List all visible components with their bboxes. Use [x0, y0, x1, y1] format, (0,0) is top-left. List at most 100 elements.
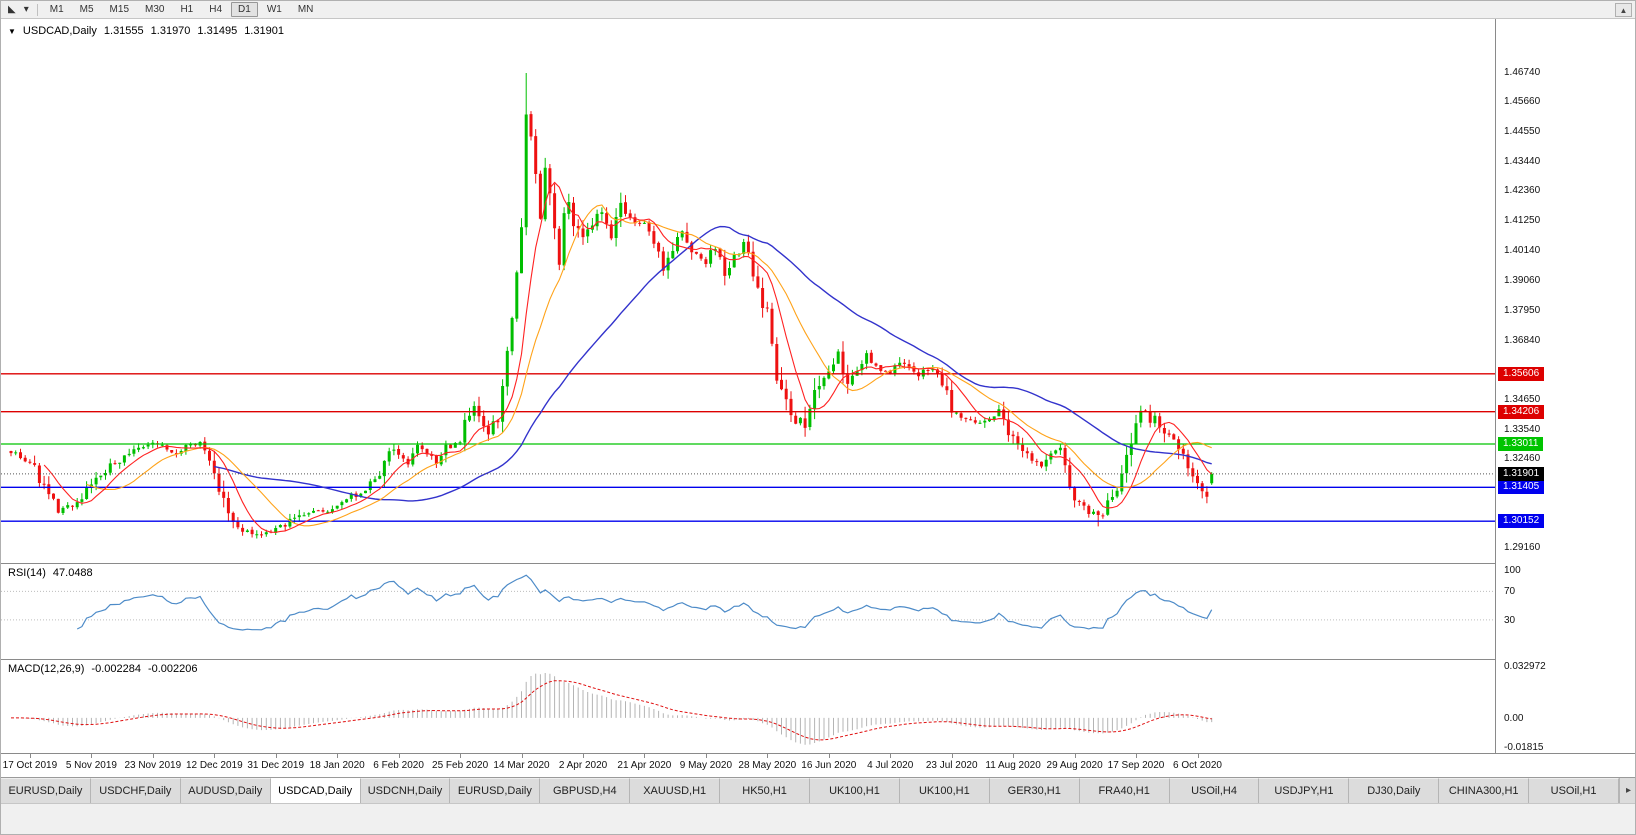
chart-tab[interactable]: USDCNH,Daily	[360, 778, 451, 803]
timeframe-button-h4[interactable]: H4	[209, 4, 223, 15]
chart-tab[interactable]: UK100,H1	[899, 778, 990, 803]
chart-tab[interactable]: XAUUSD,H1	[630, 778, 721, 803]
time-axis-tick	[1136, 754, 1137, 758]
price-axis-label: 1.36840	[1504, 334, 1541, 346]
chart-tab[interactable]: USDJPY,H1	[1259, 778, 1350, 803]
time-axis-tick	[521, 754, 523, 758]
time-axis-label: 2 Apr 2020	[558, 760, 608, 771]
price-axis-label: 1.44550	[1504, 126, 1541, 138]
time-axis-tick	[705, 754, 707, 758]
time-axis-label: 23 Jul 2020	[925, 760, 978, 771]
time-axis-tick	[583, 754, 584, 758]
up-candle-wicks	[15, 73, 1213, 539]
chart-type-icon[interactable]: ◣	[8, 4, 16, 15]
price-axis-label: 1.41250	[1504, 215, 1541, 227]
macd-axis-label: 0.00	[1504, 712, 1524, 724]
ohlc-open-value: 1.31555	[103, 25, 144, 37]
timeframe-button-mn[interactable]: MN	[297, 4, 314, 15]
macd-axis-label: 0.032972	[1504, 661, 1546, 672]
chart-tab[interactable]: GER30,H1	[989, 778, 1080, 803]
macd-histogram	[15, 673, 1213, 745]
time-axis-label: 6 Oct 2020	[1173, 760, 1222, 771]
chart-tab[interactable]: GBPUSD,H4	[540, 778, 631, 803]
price-axis-label: 1.43440	[1504, 156, 1541, 168]
time-axis-label: 11 Aug 2020	[985, 760, 1041, 771]
time-axis-tick	[398, 754, 400, 758]
price-axis-label: 1.34650	[1504, 393, 1541, 405]
time-axis-tick	[644, 754, 646, 758]
chart-tab[interactable]: FRA40,H1	[1079, 778, 1170, 803]
time-axis-tick	[91, 754, 93, 758]
rsi-indicator-name: RSI(14)	[8, 567, 46, 579]
price-candlestick-chart[interactable]	[1, 19, 1495, 563]
time-axis-tick	[1074, 754, 1076, 758]
current-price-badge: 1.31901	[1498, 466, 1545, 481]
price-axis-label: 1.45660	[1504, 96, 1541, 108]
rsi-indicator-chart[interactable]	[1, 563, 1495, 659]
timeframe-button-d1[interactable]: D1	[231, 2, 258, 17]
rsi-indicator-value: 47.0488	[52, 567, 93, 579]
chart-tab[interactable]: UK100,H1	[810, 778, 900, 803]
chart-tab[interactable]: DJ30,Daily	[1349, 778, 1440, 803]
ma-fast-line	[43, 181, 1213, 533]
chart-tab[interactable]: HK50,H1	[720, 778, 811, 803]
up-candle-bodies	[14, 114, 1214, 536]
macd-axis-label: -0.01815	[1504, 742, 1544, 753]
rsi-pane-divider[interactable]	[1, 563, 1635, 564]
macd-main-value: -0.002284	[91, 663, 141, 675]
timeframe-button-m5[interactable]: M5	[79, 4, 94, 15]
rsi-axis-label: 100	[1504, 565, 1521, 577]
time-axis-tick	[29, 754, 31, 758]
down-candle-bodies	[9, 114, 1209, 536]
price-axis-label: 1.42360	[1504, 185, 1541, 197]
time-axis-label: 6 Feb 2020	[373, 760, 424, 771]
macd-pane-label: MACD(12,26,9) -0.002284 -0.002206	[8, 663, 198, 675]
chart-tab-bar: EURUSD,Daily USDCHF,Daily AUDUSD,Daily USDC…	[1, 777, 1635, 803]
price-axis-label: 1.40140	[1504, 245, 1541, 257]
rsi-axis-label: 30	[1504, 614, 1516, 626]
tab-scroll-right-icon[interactable]: ▸	[1619, 778, 1635, 803]
macd-indicator-chart[interactable]	[1, 659, 1495, 753]
chart-tab[interactable]: USOil,H4	[1169, 778, 1260, 803]
chart-tab[interactable]: USDCAD,Daily	[270, 778, 361, 803]
time-axis[interactable]: 17 Oct 2019 5 Nov 2019 23 Nov 2019 12 Dec 2…	[1, 753, 1635, 777]
macd-signal-value: -0.002206	[147, 663, 198, 675]
toolbar-divider	[36, 3, 38, 16]
timeframe-button-m1[interactable]: M1	[49, 4, 64, 15]
hline-price-badge: 1.31405	[1498, 480, 1545, 495]
status-bar	[1, 803, 1635, 834]
time-axis-label: 25 Feb 2020	[432, 760, 489, 771]
price-axis[interactable]: 1.46740 1.45660 1.44550 1.43440 1.42360 1.412…	[1495, 19, 1635, 753]
time-axis-label: 14 Mar 2020	[493, 760, 550, 771]
time-axis-label: 23 Nov 2019	[124, 760, 182, 771]
chart-window: ▼ USDCAD,Daily 1.31555 1.31970 1.31495 1…	[1, 19, 1635, 777]
time-axis-label: 4 Jul 2020	[867, 760, 914, 771]
price-axis-label: 1.32460	[1504, 452, 1541, 464]
rsi-line	[76, 574, 1213, 631]
macd-pane-divider[interactable]	[1, 659, 1635, 660]
chart-tab[interactable]: CHINA300,H1	[1439, 778, 1530, 803]
time-axis-label: 21 Apr 2020	[617, 760, 672, 771]
chart-tab[interactable]: EURUSD,Daily	[1, 778, 91, 803]
price-axis-label: 1.33540	[1504, 423, 1541, 435]
timeframe-toolbar: ◣ ▾ M1 M5 M15 M30 H1 H4 D1 W1 MN ▲	[1, 1, 1635, 19]
timeframe-button-m30[interactable]: M30	[145, 4, 165, 15]
timeframe-button-w1[interactable]: W1	[266, 4, 282, 15]
time-axis-tick	[951, 754, 953, 758]
timeframe-group: M1 M5 M15 M30 H1 H4 D1 W1 MN	[42, 2, 322, 17]
chart-tab[interactable]: AUDUSD,Daily	[180, 778, 271, 803]
ohlc-high-value: 1.31970	[150, 25, 191, 37]
price-axis-label: 1.37950	[1504, 304, 1541, 316]
chart-tab[interactable]: EURUSD,Daily	[450, 778, 541, 803]
hline-price-badge: 1.34206	[1498, 404, 1545, 419]
chart-tab[interactable]: USOil,H1	[1529, 778, 1620, 803]
timeframe-button-h1[interactable]: H1	[180, 4, 194, 15]
chart-marker-icon: ▼	[8, 26, 16, 36]
toolbar-up-arrow-icon[interactable]: ▲	[1615, 2, 1632, 17]
timeframe-button-m15[interactable]: M15	[109, 4, 129, 15]
chart-dropdown-icon[interactable]: ▾	[23, 4, 29, 15]
chart-tab[interactable]: USDCHF,Daily	[90, 778, 181, 803]
time-axis-label: 9 May 2020	[679, 760, 733, 771]
time-axis-tick	[337, 754, 339, 758]
